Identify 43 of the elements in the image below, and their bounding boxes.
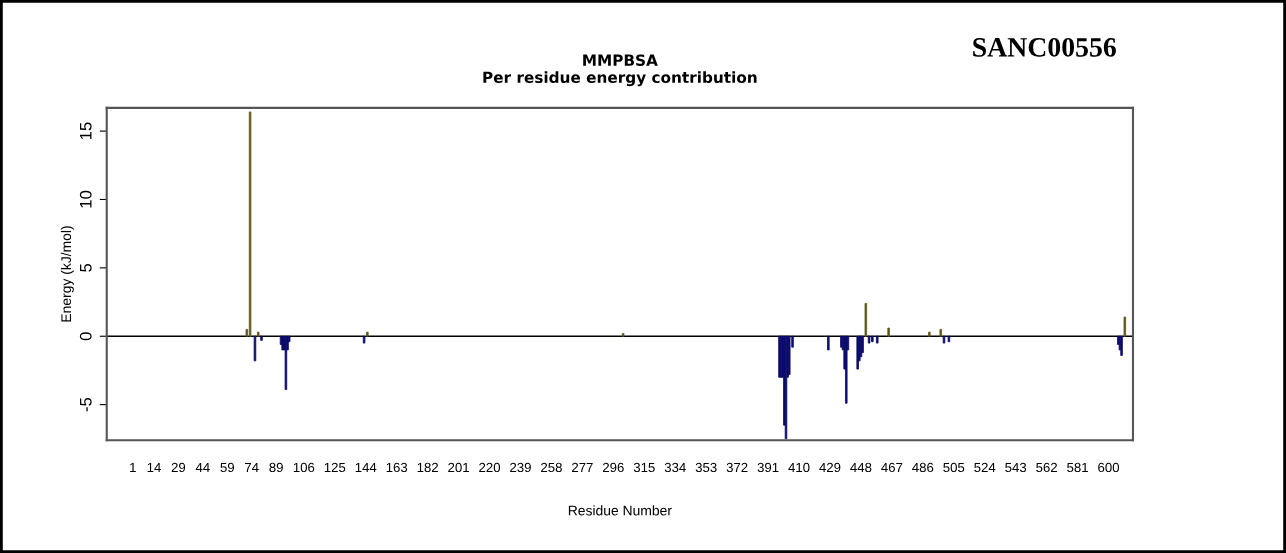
x-tick-label: 106 <box>293 462 315 473</box>
y-tick-label: 5 <box>80 263 92 272</box>
y-axis-title: Energy (kJ/mol) <box>60 226 74 322</box>
x-tick-label: 59 <box>220 462 234 473</box>
x-tick-label: 467 <box>881 462 903 473</box>
x-tick-label: 334 <box>664 462 686 473</box>
y-tick-label: 10 <box>79 190 92 208</box>
text: SANC00556 <box>973 37 1116 57</box>
x-tick-label: 14 <box>147 462 161 472</box>
chart-title: MMPBSA Per residue energy contribution <box>483 54 757 87</box>
x-tick-label: 296 <box>602 462 624 473</box>
y-tick-label: 0 <box>79 332 92 341</box>
x-tick-label: 182 <box>417 462 438 473</box>
x-tick-label: 410 <box>788 462 810 473</box>
x-tick-label: 74 <box>245 462 259 472</box>
x-tick-label: 29 <box>171 462 186 473</box>
x-tick-label: 258 <box>541 462 562 473</box>
x-tick-label: 562 <box>1036 462 1057 473</box>
x-tick-label: 581 <box>1067 462 1088 473</box>
x-axis-title: Residue Number <box>568 505 672 516</box>
x-tick-label: 600 <box>1098 462 1120 473</box>
x-tick-label: 239 <box>510 462 531 473</box>
x-tick-label: 391 <box>757 462 779 473</box>
x-tick-label: 277 <box>572 462 593 472</box>
x-tick-label: 315 <box>633 462 655 473</box>
x-tick-label: 505 <box>943 462 965 473</box>
x-tick-label: 448 <box>850 462 872 473</box>
x-tick-label: 163 <box>386 462 408 473</box>
x-tick-label: 486 <box>912 462 934 473</box>
x-tick-label: 429 <box>819 462 841 473</box>
x-tick-label: 89 <box>269 462 283 473</box>
x-tick-label: 201 <box>448 462 469 473</box>
x-tick-label: 44 <box>195 462 210 472</box>
x-tick-label: 1 <box>130 462 136 472</box>
x-tick-label: 353 <box>695 462 717 473</box>
x-tick-label: 524 <box>974 462 996 473</box>
x-tick-label: 220 <box>479 462 501 473</box>
x-tick-label: 372 <box>726 462 748 473</box>
y-tick-label: 15 <box>80 122 92 140</box>
x-tick-label: 144 <box>355 462 377 472</box>
y-tick-label: -5 <box>80 397 92 412</box>
x-tick-label: 543 <box>1005 462 1027 473</box>
x-tick-label: 125 <box>324 462 346 473</box>
